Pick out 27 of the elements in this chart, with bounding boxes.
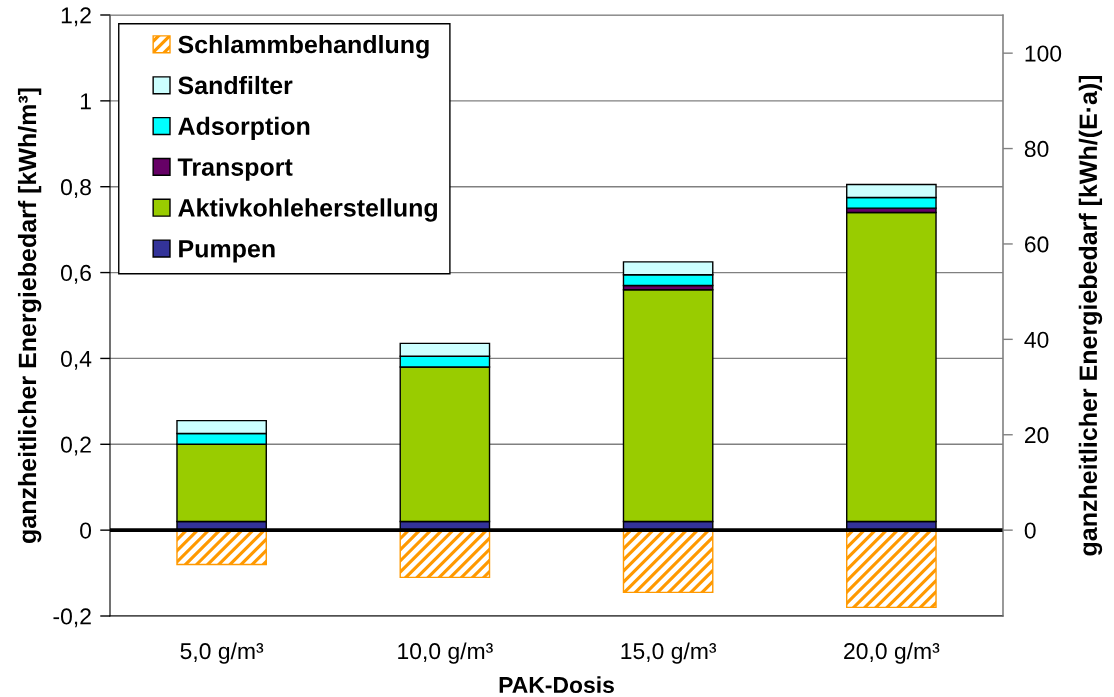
x-tick-label: 10,0 g/m³ [398, 642, 493, 664]
y-tick-label: 0,2 [60, 436, 91, 456]
y2-tick-label: 100 [1025, 45, 1062, 62]
y2-tick-label: 60 [1025, 236, 1049, 253]
x-tick-label: 5,0 g/m³ [180, 642, 264, 664]
y2-tick-label: 80 [1024, 140, 1049, 158]
legend-label: Aktivkohleherstellung [178, 198, 437, 222]
y2-tick-label: 20 [1024, 427, 1049, 444]
y-tick-label: 1,2 [61, 7, 91, 27]
legend-label: Pumpen [179, 240, 275, 263]
y2-axis-title: ganzheitlicher Energiebedarf [kWh/(E·a)] [1078, 75, 1103, 556]
y-tick-label: 0 [80, 522, 92, 539]
y2-tick-label: 40 [1024, 331, 1049, 348]
x-axis-title: PAK-Dosis [499, 676, 614, 694]
legend-label: Transport [177, 158, 293, 181]
legend-label: Adsorption [178, 116, 310, 141]
legend-label: Sandfilter [178, 75, 293, 95]
y-tick-label: 0,4 [60, 350, 92, 370]
y-tick-label: 0,6 [60, 264, 91, 284]
y-tick-label: 0,8 [60, 179, 91, 198]
y-axis-title: ganzheitlicher Energiebedarf [kWh/m³] [17, 88, 42, 543]
x-tick-label: 20,0 g/m³ [844, 642, 940, 664]
y-tick-label: 1 [80, 93, 91, 110]
x-tick-label: 15,0 g/m³ [621, 642, 717, 664]
legend-label: Schlammbehandlung [178, 35, 429, 59]
y-tick-label: -0,2 [53, 608, 91, 628]
y2-tick-label: 0 [1024, 522, 1036, 539]
